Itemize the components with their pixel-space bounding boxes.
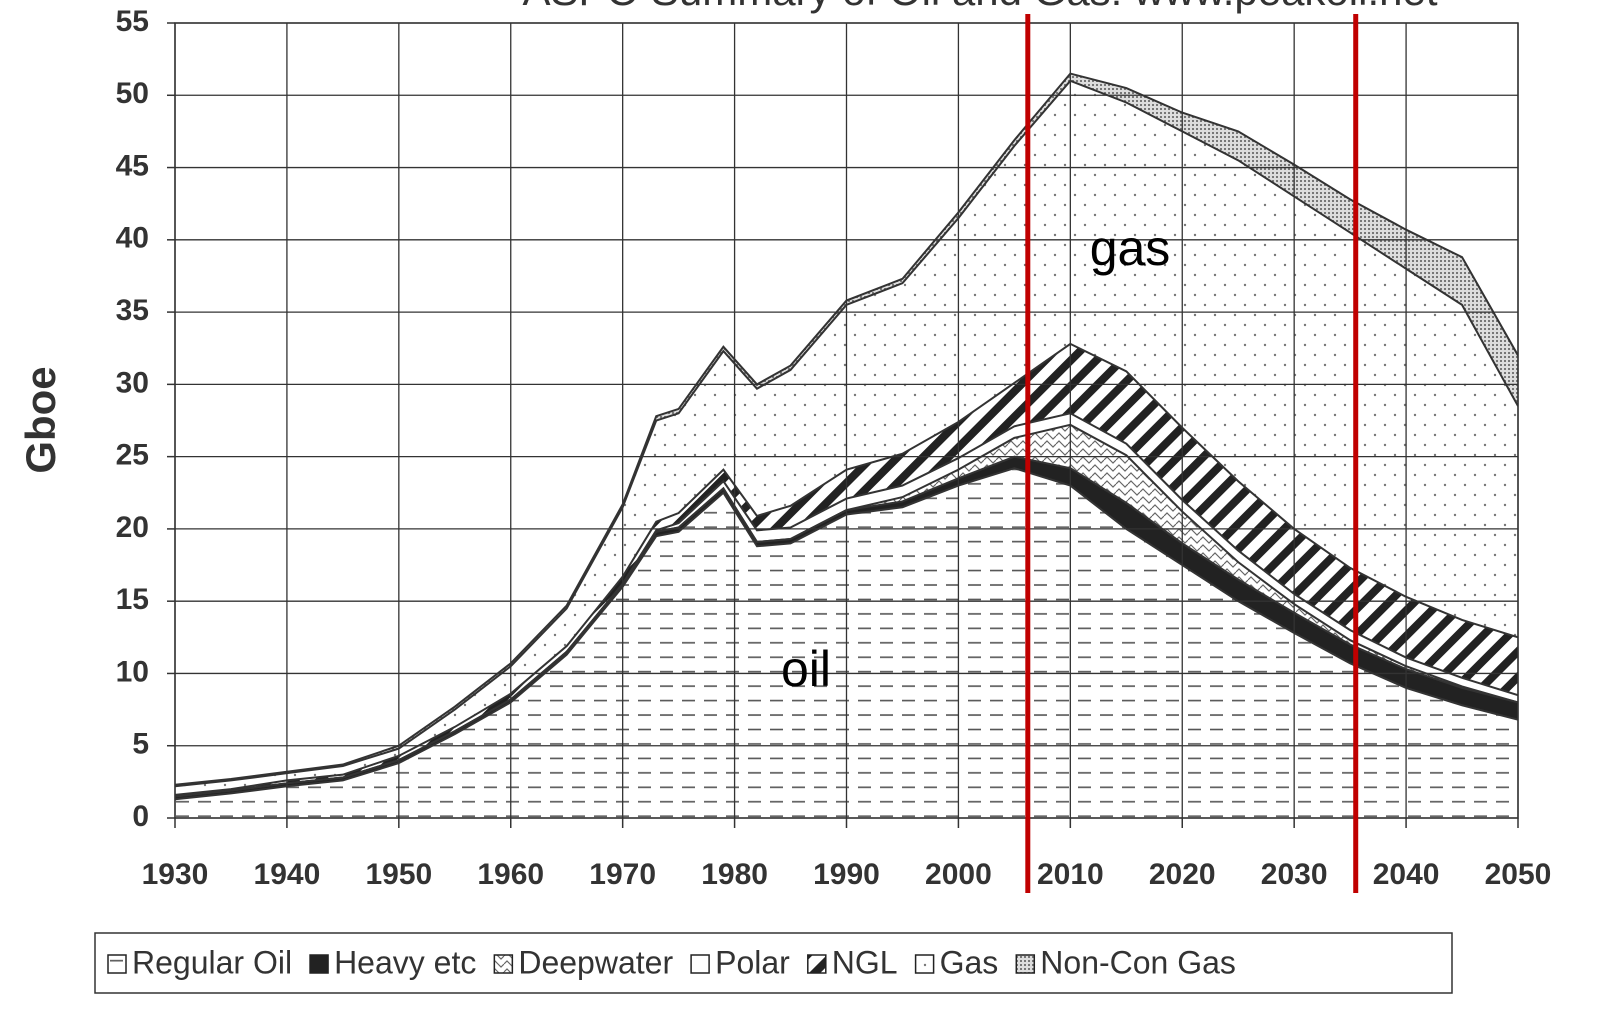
y-tick-label: 20 (116, 511, 149, 544)
legend-label: Regular Oil (132, 944, 292, 980)
x-tick-label: 1960 (477, 858, 544, 891)
x-tick-label: 2010 (1037, 858, 1104, 891)
legend-label: Non-Con Gas (1040, 944, 1236, 980)
legend-label: Heavy etc (334, 944, 476, 980)
legend-swatch (1015, 954, 1036, 974)
legend-swatch (914, 954, 935, 974)
legend: Regular Oil Heavy etc Deepwater Polar NGL Gas… (107, 944, 1236, 980)
x-tick-label: 2020 (1149, 858, 1216, 891)
legend-swatch (309, 954, 329, 974)
area-edge (175, 342, 1518, 796)
y-tick-label: 25 (116, 439, 149, 472)
area-edge (175, 72, 1518, 786)
y-tick-label: 0 (132, 800, 149, 833)
area-edge (175, 412, 1518, 798)
grid (174, 22, 1519, 819)
area-edge (175, 467, 1518, 801)
chart-title: ASPO Summary of Oil and Gas: www.peakoil… (522, 0, 1437, 14)
legend-swatch (690, 954, 710, 974)
x-tick-label: 1930 (142, 858, 209, 891)
y-tick-label: 35 (116, 294, 149, 327)
y-tick-label: 40 (116, 222, 149, 255)
y-tick-label: 45 (116, 149, 149, 182)
legend-swatch (493, 954, 514, 974)
y-tick-label: 15 (116, 583, 149, 616)
x-tick-label: 1940 (254, 858, 321, 891)
area-edge (175, 79, 1518, 788)
legend-label: Gas (940, 944, 999, 980)
y-tick-label: 30 (116, 366, 149, 399)
x-tick-label: 2000 (925, 858, 992, 891)
x-tick-label: 2040 (1373, 858, 1440, 891)
legend-label: NGL (832, 944, 898, 980)
legend-label: Deepwater (518, 944, 673, 980)
y-tick-label: 10 (116, 655, 149, 688)
axes: 0 5 10 15 20 25 30 35 40 45 50 55 1930 1940 1950 1960 19… (116, 5, 1552, 891)
annotation: gas (1090, 220, 1171, 276)
x-tick-label: 2050 (1485, 858, 1552, 891)
x-tick-label: 1990 (813, 858, 880, 891)
area-edges (175, 72, 1518, 801)
markers (1025, 14, 1359, 893)
x-tick-label: 1980 (701, 858, 768, 891)
legend-swatch (807, 954, 827, 974)
y-axis-label: Gboe (17, 366, 64, 473)
legend-label: Polar (715, 944, 790, 980)
x-tick-label: 1950 (365, 858, 432, 891)
x-tick-label: 1970 (589, 858, 656, 891)
y-tick-label: 50 (116, 77, 149, 110)
y-tick-label: 5 (132, 728, 149, 761)
legend-swatch (107, 954, 127, 974)
y-tick-label: 55 (116, 5, 149, 38)
annotation: oil (781, 641, 831, 697)
x-tick-label: 2030 (1261, 858, 1328, 891)
